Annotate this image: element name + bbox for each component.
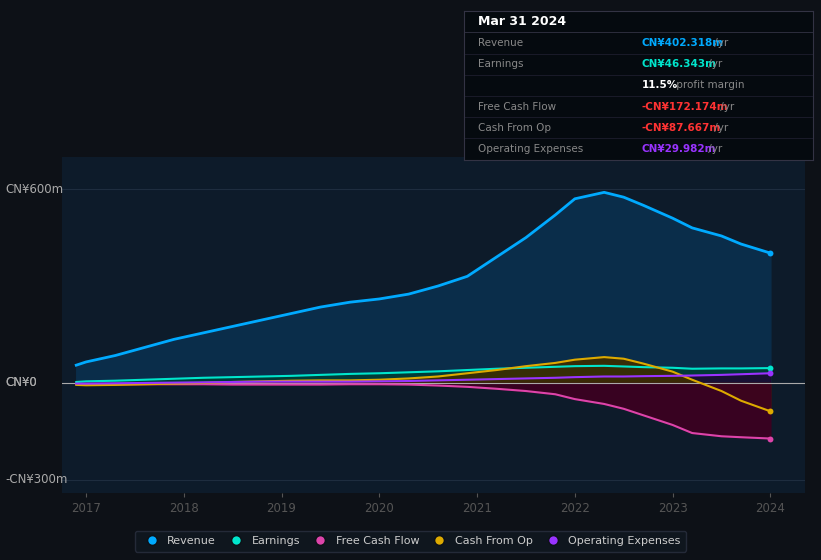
Text: /yr: /yr (704, 144, 722, 154)
Text: /yr: /yr (711, 38, 728, 48)
Point (764, 249, 777, 258)
Text: CN¥46.343m: CN¥46.343m (642, 59, 717, 69)
Text: profit margin: profit margin (673, 81, 745, 90)
Text: CN¥29.982m: CN¥29.982m (642, 144, 716, 154)
Text: CN¥402.318m: CN¥402.318m (642, 38, 724, 48)
Text: 11.5%: 11.5% (642, 81, 678, 90)
Text: /yr: /yr (704, 59, 722, 69)
Text: Mar 31 2024: Mar 31 2024 (478, 15, 566, 29)
Text: -CN¥87.667m: -CN¥87.667m (642, 123, 721, 133)
Text: /yr: /yr (711, 123, 728, 133)
Text: /yr: /yr (718, 101, 735, 111)
Text: CN¥0: CN¥0 (6, 376, 38, 389)
Legend: Revenue, Earnings, Free Cash Flow, Cash From Op, Operating Expenses: Revenue, Earnings, Free Cash Flow, Cash … (135, 530, 686, 552)
Point (764, 369, 777, 378)
Text: CN¥600m: CN¥600m (5, 183, 63, 195)
Point (764, 407, 777, 416)
Text: CN¥0: CN¥0 (5, 376, 37, 389)
Text: Free Cash Flow: Free Cash Flow (478, 101, 556, 111)
Text: -CN¥300m: -CN¥300m (5, 473, 67, 487)
Text: Operating Expenses: Operating Expenses (478, 144, 583, 154)
Text: Cash From Op: Cash From Op (478, 123, 551, 133)
Text: Revenue: Revenue (478, 38, 523, 48)
Text: Earnings: Earnings (478, 59, 523, 69)
Point (764, 434, 777, 443)
Point (764, 363, 777, 372)
Text: -CN¥172.174m: -CN¥172.174m (642, 101, 728, 111)
